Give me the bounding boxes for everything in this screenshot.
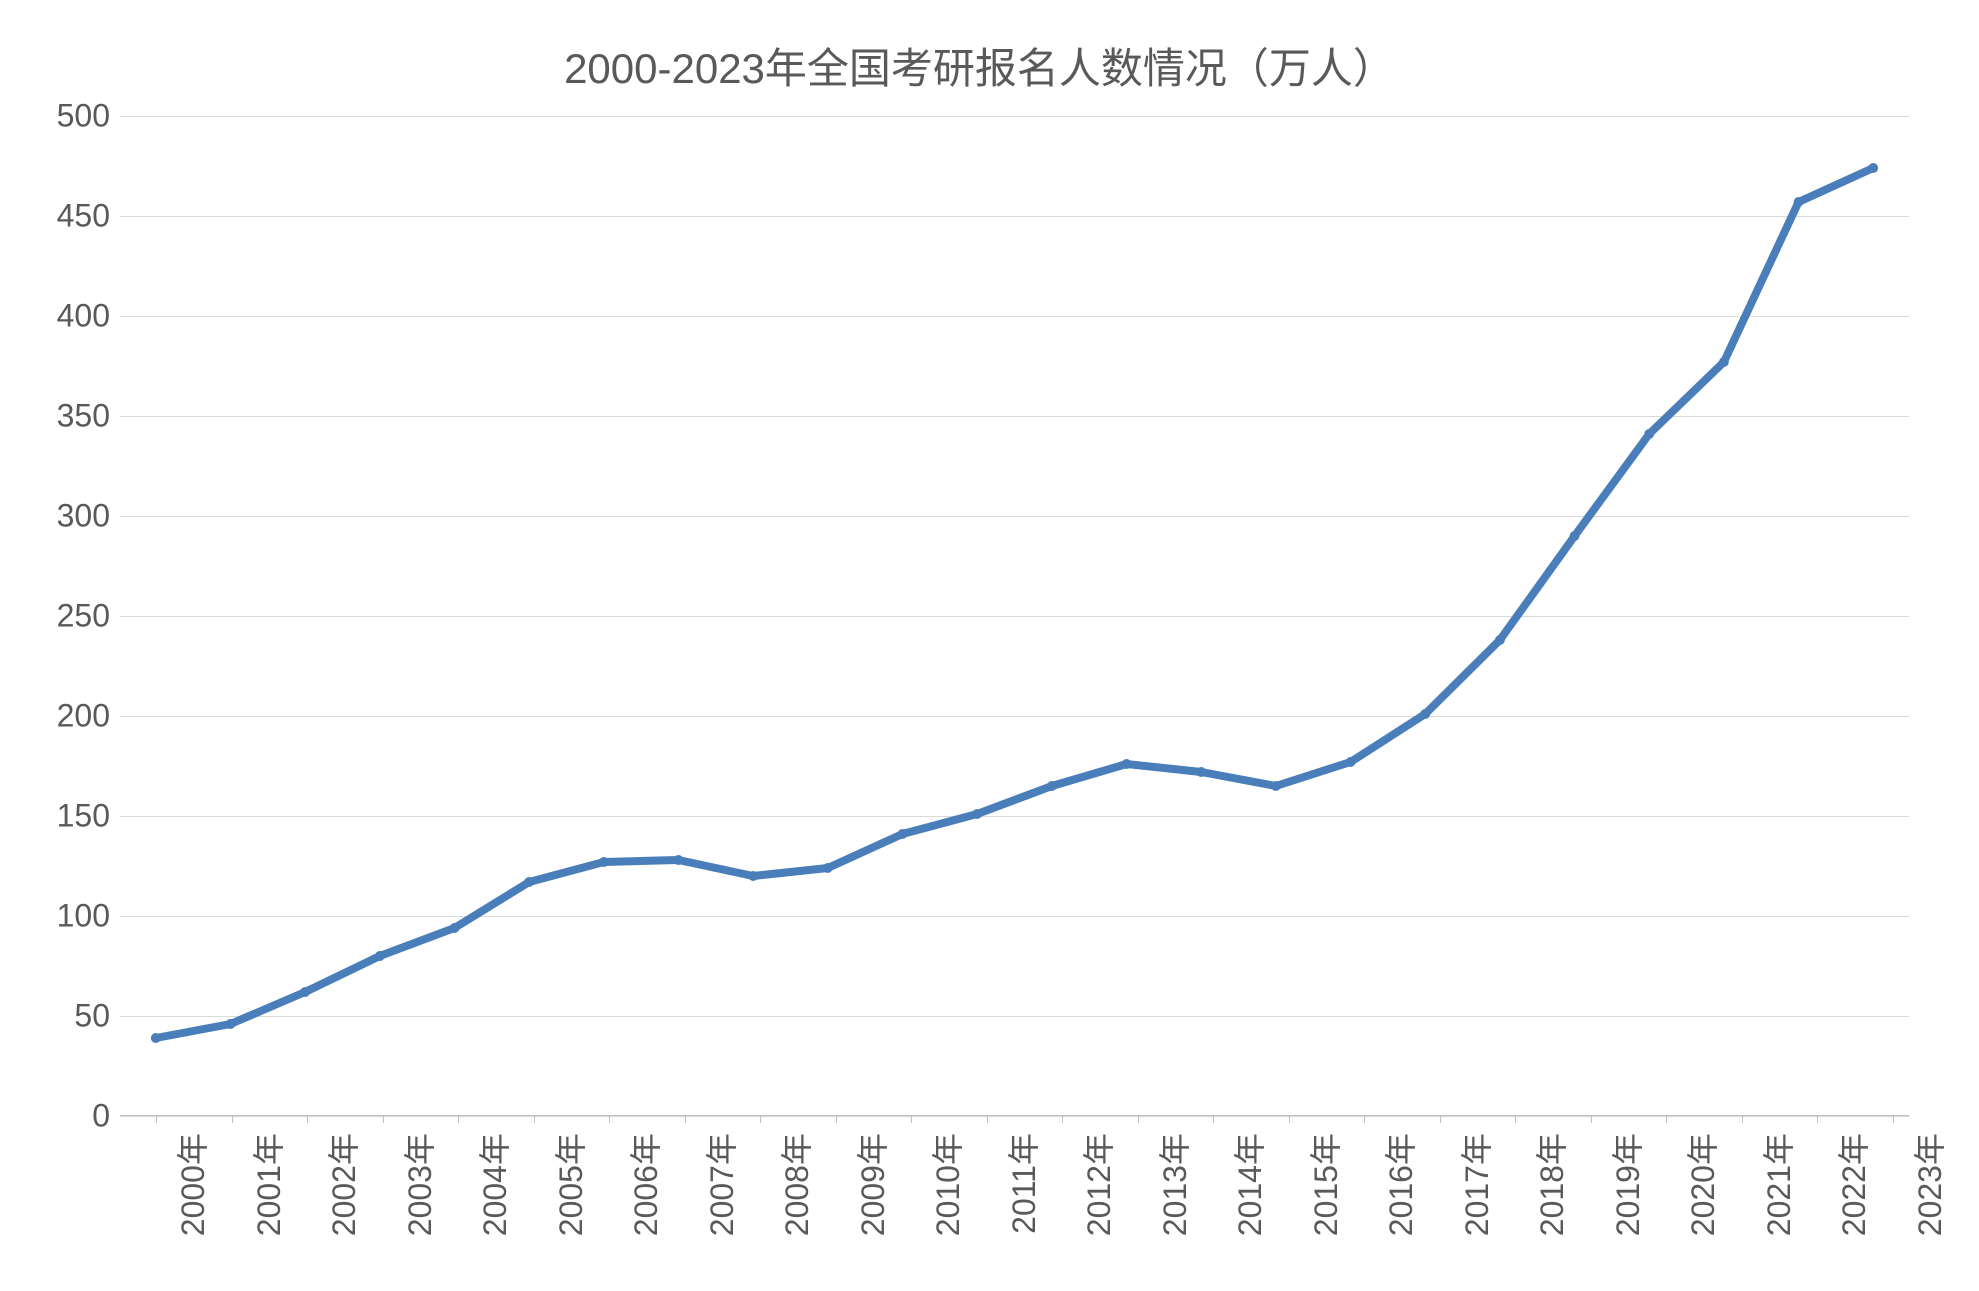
- data-point: [1122, 759, 1132, 769]
- data-point: [748, 871, 758, 881]
- data-point: [1420, 709, 1430, 719]
- y-tick-label: 350: [57, 398, 110, 435]
- chart-title: 2000-2023年全国考研报名人数情况（万人）: [20, 35, 1939, 96]
- y-tick-label: 50: [74, 998, 110, 1035]
- x-tick-label: 2012年: [1074, 1133, 1120, 1236]
- data-point: [1570, 531, 1580, 541]
- data-line: [156, 168, 1873, 1038]
- x-tick-label: 2009年: [848, 1133, 894, 1236]
- plot-area: 050100150200250300350400450500 2000年2001…: [120, 116, 1909, 1116]
- x-axis-labels: 2000年 2001年 2002年 2003年 2004年 2005年 2006年 2007年…: [120, 1121, 1909, 1291]
- data-point: [151, 1033, 161, 1043]
- y-tick-label: 450: [57, 198, 110, 235]
- line-chart-svg: [120, 116, 1909, 1116]
- x-tick-label: 2004年: [470, 1133, 516, 1236]
- y-tick-label: 200: [57, 698, 110, 735]
- x-tick-label: 2022年: [1829, 1133, 1875, 1236]
- data-point: [1719, 357, 1729, 367]
- x-tick-label: 2003年: [395, 1133, 441, 1236]
- x-tick-label: 2014年: [1225, 1133, 1271, 1236]
- data-point: [1047, 781, 1057, 791]
- data-point: [450, 923, 460, 933]
- y-tick-label: 300: [57, 498, 110, 535]
- x-tick-label: 2019年: [1603, 1133, 1649, 1236]
- x-tick-label: 2010年: [923, 1133, 969, 1236]
- x-tick-label: 2001年: [244, 1133, 290, 1236]
- chart-container: 2000-2023年全国考研报名人数情况（万人） 050100150200250…: [0, 0, 1979, 1280]
- data-point: [226, 1019, 236, 1029]
- x-tick-label: 2018年: [1527, 1133, 1573, 1236]
- x-tick-label: 2006年: [621, 1133, 667, 1236]
- data-point: [524, 877, 534, 887]
- y-tick-label: 400: [57, 298, 110, 335]
- x-tick-label: 2016年: [1376, 1133, 1422, 1236]
- data-point: [1644, 429, 1654, 439]
- x-tick-label: 2020年: [1678, 1133, 1724, 1236]
- x-tick-label: 2008年: [772, 1133, 818, 1236]
- y-tick-label: 150: [57, 798, 110, 835]
- x-tick-label: 2005年: [546, 1133, 592, 1236]
- x-tick-label: 2007年: [697, 1133, 743, 1236]
- data-point: [375, 951, 385, 961]
- data-point: [1196, 767, 1206, 777]
- data-point: [1271, 781, 1281, 791]
- x-tick-label: 2021年: [1754, 1133, 1800, 1236]
- gridline: [120, 1116, 1909, 1117]
- x-tick-label: 2000年: [168, 1133, 214, 1236]
- y-tick-label: 500: [57, 98, 110, 135]
- x-tick-label: 2023年: [1905, 1133, 1951, 1236]
- data-point: [823, 863, 833, 873]
- data-point: [674, 855, 684, 865]
- y-tick-label: 100: [57, 898, 110, 935]
- x-tick-label: 2013年: [1150, 1133, 1196, 1236]
- data-point: [300, 987, 310, 997]
- data-point: [1794, 197, 1804, 207]
- x-tick-label: 2011年: [999, 1133, 1045, 1234]
- data-point: [972, 809, 982, 819]
- x-tick-label: 2017年: [1452, 1133, 1498, 1236]
- y-tick-label: 0: [92, 1098, 110, 1135]
- x-tick-label: 2002年: [319, 1133, 365, 1236]
- data-point: [898, 829, 908, 839]
- y-tick-label: 250: [57, 598, 110, 635]
- y-axis-labels: 050100150200250300350400450500: [40, 116, 110, 1116]
- data-point: [1495, 635, 1505, 645]
- data-point: [599, 857, 609, 867]
- x-tick-label: 2015年: [1301, 1133, 1347, 1236]
- data-point: [1868, 163, 1878, 173]
- data-point: [1346, 757, 1356, 767]
- data-markers: [151, 163, 1878, 1043]
